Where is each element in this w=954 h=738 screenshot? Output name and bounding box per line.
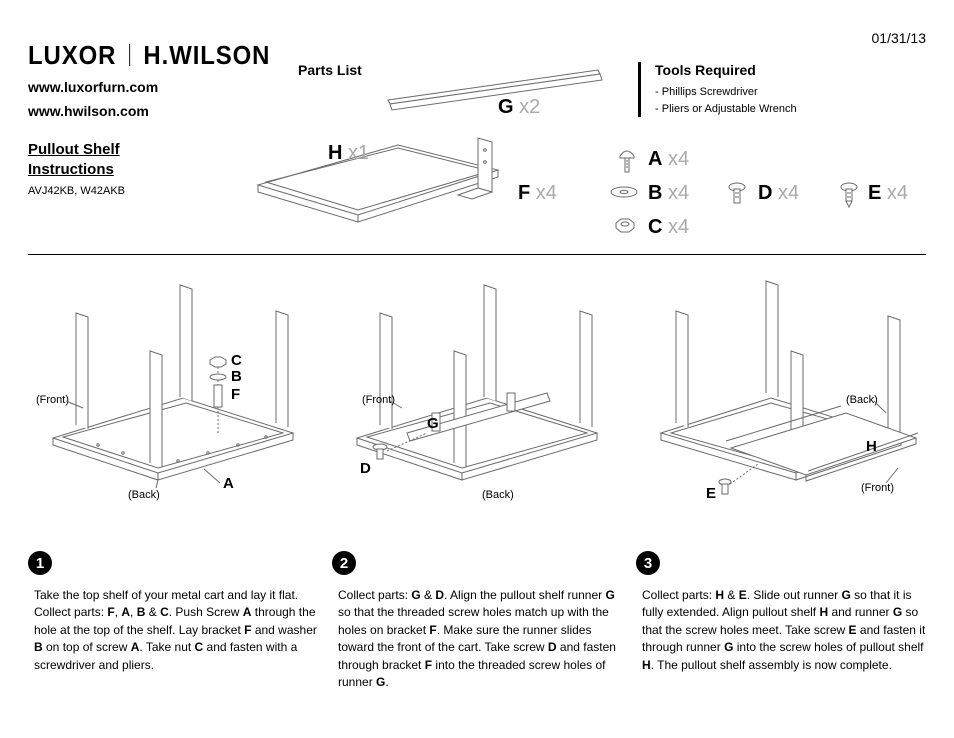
- diagram-row: (Front) (Back) C B F A: [28, 273, 926, 523]
- step-2: 2 Collect parts: G & D. Align the pullou…: [332, 551, 622, 691]
- subtitle: AVJ42KB, W42AKB: [28, 185, 125, 197]
- step-2-number: 2: [332, 551, 356, 575]
- front-label: (Front): [36, 394, 69, 406]
- svg-text:G: G: [427, 415, 439, 432]
- date: 01/31/13: [872, 30, 927, 46]
- svg-text:E: E: [706, 485, 716, 502]
- step-1: 1 Take the top shelf of your metal cart …: [28, 551, 318, 691]
- parts-list-label: Parts List: [298, 62, 362, 78]
- part-callout-h: H x1: [328, 142, 369, 165]
- step-3-text: Collect parts: H & E. Slide out runner G…: [636, 587, 926, 674]
- logo-block: LUXOR H.WILSON www.luxorfurn.com www.hwi…: [28, 40, 291, 119]
- tools-item-2: Pliers or Adjustable Wrench: [655, 101, 797, 118]
- divider: [28, 254, 926, 255]
- part-callout-d: D x4: [758, 182, 799, 205]
- url-2: www.hwilson.com: [28, 103, 291, 119]
- part-callout-g: G x2: [498, 96, 540, 119]
- part-callout-a: A x4: [648, 148, 689, 171]
- diagram-panel-2: (Front) (Back) G D: [332, 273, 622, 523]
- svg-text:B: B: [231, 368, 242, 385]
- part-callout-b: B x4: [648, 182, 689, 205]
- title-block: Pullout Shelf Instructions AVJ42KB, W42A…: [28, 140, 125, 197]
- tools-title: Tools Required: [655, 62, 797, 78]
- step-3-number: 3: [636, 551, 660, 575]
- step-3: 3 Collect parts: H & E. Slide out runner…: [636, 551, 926, 691]
- svg-text:(Front): (Front): [362, 394, 395, 406]
- logo-left: LUXOR: [28, 40, 116, 70]
- tools-block: Tools Required Phillips Screwdriver Plie…: [638, 62, 797, 117]
- logo-separator: [129, 44, 130, 66]
- part-callout-c: C x4: [648, 216, 689, 239]
- svg-text:(Back): (Back): [846, 394, 878, 406]
- logo-right: H.WILSON: [143, 40, 270, 70]
- svg-text:D: D: [360, 460, 371, 477]
- tools-item-1: Phillips Screwdriver: [655, 84, 797, 101]
- diagram-panel-1: (Front) (Back) C B F A: [28, 273, 318, 523]
- part-callout-f: F x4: [518, 182, 557, 205]
- header: 01/31/13 LUXOR H.WILSON www.luxorfurn.co…: [28, 30, 926, 240]
- svg-text:(Front): (Front): [861, 482, 894, 494]
- step-2-text: Collect parts: G & D. Align the pullout …: [332, 587, 622, 691]
- title-line-1: Pullout Shelf: [28, 140, 125, 160]
- step-1-number: 1: [28, 551, 52, 575]
- svg-text:(Back): (Back): [482, 489, 514, 501]
- steps-row: 1 Take the top shelf of your metal cart …: [28, 551, 926, 691]
- back-label: (Back): [128, 489, 160, 501]
- step-1-text: Take the top shelf of your metal cart an…: [28, 587, 318, 674]
- svg-text:H: H: [866, 438, 877, 455]
- diagram-panel-3: (Back) (Front) H E: [636, 273, 926, 523]
- logo: LUXOR H.WILSON: [28, 40, 270, 71]
- part-callout-e: E x4: [868, 182, 908, 205]
- svg-text:A: A: [223, 475, 234, 492]
- url-1: www.luxorfurn.com: [28, 79, 291, 95]
- svg-text:F: F: [231, 386, 240, 403]
- title-line-2: Instructions: [28, 160, 125, 180]
- svg-text:C: C: [231, 352, 242, 369]
